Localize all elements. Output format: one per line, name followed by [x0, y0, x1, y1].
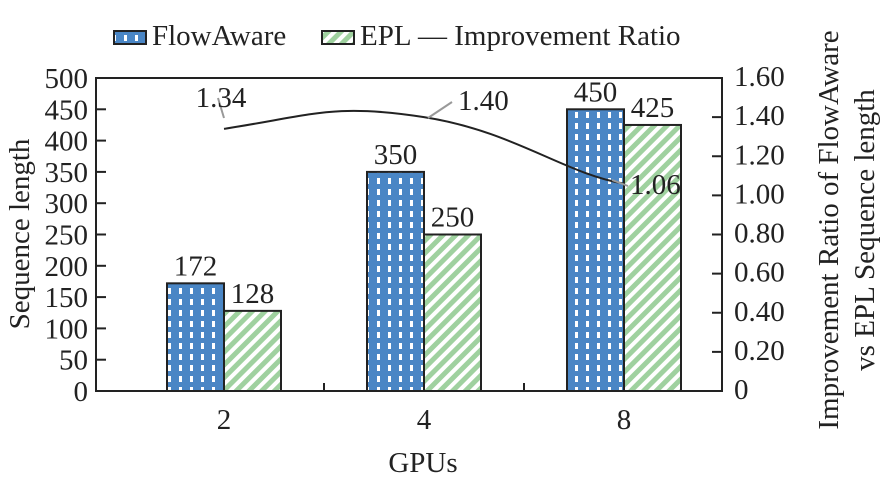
bar-epl-4 — [423, 233, 482, 392]
bar-epl-2 — [223, 309, 282, 393]
y2-axis-title-line1: Improvement Ratio of FlowAware — [813, 30, 845, 429]
legend-label-ratio: — Improvement Ratio — [417, 20, 681, 52]
y-axis-title: Sequence length — [4, 138, 36, 329]
y2-tick-label: 1.60 — [734, 61, 785, 93]
y-tick-label: 300 — [45, 188, 89, 220]
bar-value-label: 450 — [574, 76, 618, 108]
y-tick-label: 50 — [59, 345, 88, 377]
y2-tick-label: 1.40 — [734, 100, 785, 132]
legend: FlowAware EPL — Improvement Ratio — [113, 20, 681, 52]
y-tick-label: 150 — [45, 282, 89, 314]
x-axis-title: GPUs — [388, 447, 457, 479]
bar-value-label: 172 — [174, 250, 218, 282]
y2-tick-label: 0.80 — [734, 218, 785, 250]
legend-swatch-epl — [321, 30, 355, 45]
x-tick-label: 2 — [217, 404, 232, 436]
ratio-leader-line — [427, 101, 453, 119]
y2-tick-label: 1.20 — [734, 139, 785, 171]
bar-flowaware-4 — [366, 170, 425, 392]
ratio-value-label: 1.34 — [196, 82, 247, 114]
bar-value-label: 250 — [431, 202, 475, 234]
bar-value-label: 128 — [231, 278, 275, 310]
y2-tick-label: 0.60 — [734, 257, 785, 289]
y-tick-label: 100 — [45, 313, 89, 345]
y-tick-label: 450 — [45, 94, 89, 126]
y2-axis-title-line2: vs EPL Sequence length — [849, 89, 881, 371]
legend-label-epl: EPL — [360, 20, 412, 52]
ratio-leader-line — [611, 179, 629, 187]
x-tick-label: 4 — [417, 404, 432, 436]
ratio-value-label: 1.06 — [630, 169, 681, 201]
ratio-line — [223, 109, 625, 185]
legend-swatch-flowaware — [113, 30, 147, 45]
y-tick-label: 350 — [45, 157, 89, 189]
bar-flowaware-8 — [566, 108, 625, 393]
x-tick-label: 8 — [617, 404, 632, 436]
bar-value-label: 350 — [374, 139, 418, 171]
y2-tick-label: 0.20 — [734, 335, 785, 367]
y2-tick-label: 0.40 — [734, 296, 785, 328]
bar-flowaware-2 — [166, 282, 225, 392]
y-tick-label: 500 — [45, 63, 89, 95]
y-tick-label: 200 — [45, 251, 89, 283]
y-tick-label: 400 — [45, 126, 89, 158]
y2-tick-label: 1.00 — [734, 178, 785, 210]
bar-epl-8 — [623, 123, 682, 392]
bar-value-label: 425 — [631, 92, 675, 124]
y2-tick-label: 0 — [734, 374, 749, 406]
y-tick-label: 0 — [74, 376, 89, 408]
legend-label-flowaware: FlowAware — [152, 20, 286, 52]
ratio-value-label: 1.40 — [458, 85, 509, 117]
y-tick-label: 250 — [45, 220, 89, 252]
ratio-leader-line — [217, 97, 225, 119]
